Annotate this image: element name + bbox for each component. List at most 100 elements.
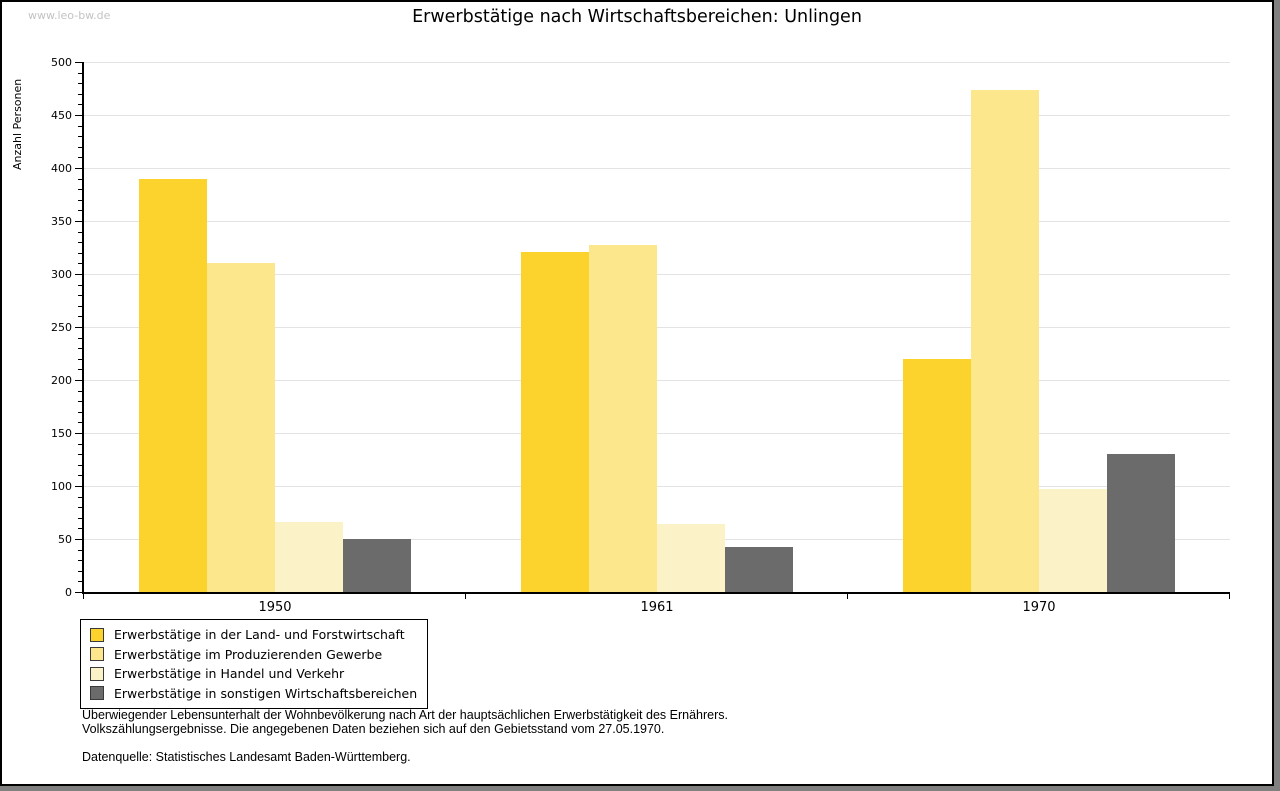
legend-row: Erwerbstätige in Handel und Verkehr xyxy=(90,664,417,684)
legend-label: Erwerbstätige in sonstigen Wirtschaftsbe… xyxy=(114,685,418,701)
x-tick-label: 1950 xyxy=(258,600,292,615)
y-minor-tick xyxy=(78,496,82,498)
y-gridline xyxy=(84,62,1230,63)
y-minor-tick xyxy=(78,411,82,413)
y-major-tick xyxy=(75,115,82,116)
bar xyxy=(1107,454,1175,592)
y-minor-tick xyxy=(78,178,82,180)
y-tick-label: 0 xyxy=(65,585,72,599)
bar xyxy=(971,89,1039,592)
y-tick-label: 300 xyxy=(51,267,72,281)
footnotes: Überwiegender Lebensunterhalt der Wohnbe… xyxy=(82,708,728,764)
plot-area: 0 50 100 150 200 250 300 350 400 450 500 1950 1961 19… xyxy=(51,56,1230,615)
chart-title: Erwerbstätige nach Wirtschaftsbereichen:… xyxy=(412,7,862,27)
y-tick-label: 500 xyxy=(51,55,72,69)
x-boundary-tick xyxy=(847,594,848,599)
y-tick-label: 250 xyxy=(51,320,72,334)
y-minor-tick xyxy=(78,358,82,360)
y-minor-tick xyxy=(78,125,82,127)
y-major-tick xyxy=(75,274,82,275)
y-major-tick xyxy=(75,168,82,169)
footnote-line: Volkszählungsergebnisse. Die angegebenen… xyxy=(82,722,665,736)
data-source: Datenquelle: Statistisches Landesamt Bad… xyxy=(82,750,411,764)
x-boundary-tick xyxy=(83,594,84,599)
legend: Erwerbstätige in der Land- und Forstwirt… xyxy=(80,619,429,709)
y-gridline xyxy=(84,168,1230,169)
x-boundary-tick xyxy=(465,594,466,599)
y-minor-tick xyxy=(78,295,82,297)
y-major-tick xyxy=(75,380,82,381)
y-minor-tick xyxy=(78,348,82,350)
y-minor-tick xyxy=(78,464,82,466)
y-minor-tick xyxy=(78,104,82,106)
bar xyxy=(275,522,343,592)
y-minor-tick xyxy=(78,369,82,371)
y-minor-tick xyxy=(78,263,82,265)
legend-label: Erwerbstätige in Handel und Verkehr xyxy=(114,666,345,682)
bar xyxy=(589,245,657,592)
y-minor-tick xyxy=(78,581,82,583)
footnote-line: Überwiegender Lebensunterhalt der Wohnbe… xyxy=(82,708,728,722)
y-minor-tick xyxy=(78,252,82,254)
y-minor-tick xyxy=(78,93,82,95)
y-minor-tick xyxy=(78,189,82,191)
y-minor-tick xyxy=(78,570,82,572)
bar xyxy=(521,251,589,592)
y-tick-label: 450 xyxy=(51,108,72,122)
y-tick-label: 50 xyxy=(58,532,72,546)
y-tick-label: 100 xyxy=(51,479,72,493)
y-minor-tick xyxy=(78,146,82,148)
y-major-tick xyxy=(75,486,82,487)
y-minor-tick xyxy=(78,72,82,74)
y-tick-label: 200 xyxy=(51,373,72,387)
bar xyxy=(343,539,411,592)
y-minor-tick xyxy=(78,401,82,403)
y-major-tick xyxy=(75,592,82,593)
y-gridline xyxy=(84,380,1230,381)
legend-label: Erwerbstätige im Produzierenden Gewerbe xyxy=(114,646,383,662)
y-minor-tick xyxy=(78,517,82,519)
y-minor-tick xyxy=(78,242,82,244)
y-minor-tick xyxy=(78,136,82,138)
legend-swatch xyxy=(90,627,104,642)
y-minor-tick xyxy=(78,231,82,233)
y-minor-tick xyxy=(78,284,82,286)
legend-swatch xyxy=(90,647,104,662)
legend-row: Erwerbstätige in sonstigen Wirtschaftsbe… xyxy=(90,684,417,704)
y-gridline xyxy=(84,221,1230,222)
y-gridline xyxy=(84,433,1230,434)
bar xyxy=(725,547,793,592)
y-minor-tick xyxy=(78,337,82,339)
bar xyxy=(207,263,275,592)
y-minor-tick xyxy=(78,549,82,551)
y-gridline xyxy=(84,327,1230,328)
x-tick-label: 1961 xyxy=(640,600,674,615)
y-gridline xyxy=(84,486,1230,487)
watermark: www.leo-bw.de xyxy=(28,9,111,22)
y-minor-tick xyxy=(78,199,82,201)
legend-swatch xyxy=(90,666,104,681)
y-minor-tick xyxy=(78,454,82,456)
bar xyxy=(1039,489,1107,592)
y-minor-tick xyxy=(78,157,82,159)
y-minor-tick xyxy=(78,316,82,318)
y-minor-tick xyxy=(78,210,82,212)
y-major-tick xyxy=(75,62,82,63)
bar xyxy=(657,524,725,592)
x-tick-label: 1970 xyxy=(1022,600,1056,615)
y-major-tick xyxy=(75,433,82,434)
y-minor-tick xyxy=(78,390,82,392)
y-major-tick xyxy=(75,327,82,328)
y-major-tick xyxy=(75,221,82,222)
y-minor-tick xyxy=(78,422,82,424)
y-tick-label: 400 xyxy=(51,161,72,175)
y-minor-tick xyxy=(78,528,82,530)
legend-row: Erwerbstätige in der Land- und Forstwirt… xyxy=(90,625,417,645)
y-minor-tick xyxy=(78,475,82,477)
legend-row: Erwerbstätige im Produzierenden Gewerbe xyxy=(90,645,417,665)
y-minor-tick xyxy=(78,443,82,445)
y-tick-label: 150 xyxy=(51,426,72,440)
bar xyxy=(903,358,971,592)
